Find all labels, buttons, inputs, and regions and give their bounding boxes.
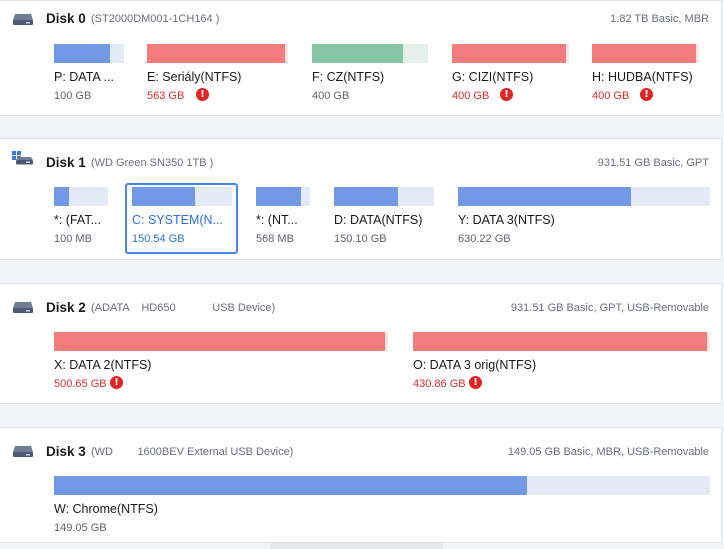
partition-size: 563 GB [147,90,185,102]
disk-name: Disk 1 [46,155,86,170]
disk-card-1[interactable]: Disk 1 (WD Green SN350 1TB ) 931.51 GB B… [0,138,722,260]
partition-label: Y: DATA 3(NTFS) [458,213,555,227]
warning-icon[interactable]: ! [196,88,209,101]
disk-info: 931.51 GB Basic, GPT [597,157,709,169]
partition-label: H: HUDBA(NTFS) [592,70,693,84]
disk-info: 1.82 TB Basic, MBR [610,13,709,25]
partition-size: 568 MB [256,233,294,245]
disk-name: Disk 3 [46,444,86,459]
partition-label: F: CZ(NTFS) [312,70,385,84]
usage-bar [312,44,428,63]
disk-model: (WD Green SN350 1TB ) [91,157,214,169]
partition-fat[interactable]: *: (FAT... 100 MB [54,187,110,249]
usage-bar [54,332,388,351]
partition-e[interactable]: E: Seriály(NTFS) 563 GB ! [147,44,289,106]
partition-o[interactable]: O: DATA 3 orig(NTFS) 430.86 GB ! [413,332,712,394]
partition-label: P: DATA ... [54,70,114,84]
partition-f[interactable]: F: CZ(NTFS) 400 GB [312,44,430,106]
usage-bar [54,44,124,63]
disk-model: (ADATA HD650 USB Device) [91,302,276,314]
partition-size: 400 GB [592,90,630,102]
disk-info: 149.05 GB Basic, MBR, USB-Removable [507,446,709,458]
partition-size: 149.05 GB [54,522,107,534]
disk-model: (ST2000DM001-1CH164 ) [91,13,220,25]
disk-card-0[interactable]: Disk 0 (ST2000DM001-1CH164 ) 1.82 TB Bas… [0,0,722,116]
usage-bar [147,44,288,63]
usage-bar [334,187,434,206]
partition-size: 100 GB [54,90,92,102]
partition-label: C: SYSTEM(N... [132,213,223,227]
partition-size: 430.86 GB [413,378,466,390]
usage-bar [256,187,310,206]
disk-card-2[interactable]: Disk 2 (ADATA HD650 USB Device) 931.51 G… [0,283,722,404]
hdd-icon [13,14,33,25]
partition-label: W: Chrome(NTFS) [54,502,158,516]
warning-icon[interactable]: ! [110,376,123,389]
usage-bar [54,476,710,495]
disk-model: (WD 1600BEV External USB Device) [91,446,294,458]
partition-size: 100 MB [54,233,92,245]
hdd-icon [13,446,33,457]
partition-label: E: Seriály(NTFS) [147,70,242,84]
warning-icon[interactable]: ! [640,88,653,101]
partition-size: 500.65 GB [54,378,107,390]
partition-label: X: DATA 2(NTFS) [54,358,152,372]
partition-size: 150.10 GB [334,233,387,245]
partition-d[interactable]: D: DATA(NTFS) 150.10 GB [334,187,436,249]
partition-p[interactable]: P: DATA ... 100 GB [54,44,126,106]
partition-nt[interactable]: *: (NT... 568 MB [256,187,312,249]
partition-label: *: (FAT... [54,213,101,227]
partition-y[interactable]: Y: DATA 3(NTFS) 630.22 GB [458,187,712,249]
partition-w[interactable]: W: Chrome(NTFS) 149.05 GB [54,476,712,538]
usage-bar [54,187,108,206]
partition-label: G: CIZI(NTFS) [452,70,534,84]
hdd-icon [13,302,33,313]
windows-disk-icon [12,151,33,165]
disk-card-3[interactable]: Disk 3 (WD 1600BEV External USB Device) … [0,427,722,543]
partition-x[interactable]: X: DATA 2(NTFS) 500.65 GB ! [54,332,390,394]
partition-size: 400 GB [312,90,350,102]
warning-icon[interactable]: ! [469,376,482,389]
usage-bar [452,44,569,63]
disk-name: Disk 0 [46,11,86,26]
selection-outline [125,183,238,254]
usage-bar [592,44,699,63]
partition-size: 150.54 GB [132,233,185,245]
usage-bar [413,332,710,351]
usage-bar [458,187,710,206]
partition-size: 630.22 GB [458,233,511,245]
partition-label: D: DATA(NTFS) [334,213,423,227]
partition-size: 400 GB [452,90,490,102]
scroll-tab[interactable] [270,543,443,549]
disk-name: Disk 2 [46,300,86,315]
partition-label: O: DATA 3 orig(NTFS) [413,358,537,372]
partition-label: *: (NT... [256,213,298,227]
partition-h[interactable]: H: HUDBA(NTFS) 400 GB ! [592,44,702,106]
disk-info: 931.51 GB Basic, GPT, USB-Removable [510,302,709,314]
usage-bar [132,187,232,206]
partition-g[interactable]: G: CIZI(NTFS) 400 GB ! [452,44,570,106]
warning-icon[interactable]: ! [500,88,513,101]
partition-c-system[interactable]: C: SYSTEM(N... 150.54 GB [132,187,234,249]
